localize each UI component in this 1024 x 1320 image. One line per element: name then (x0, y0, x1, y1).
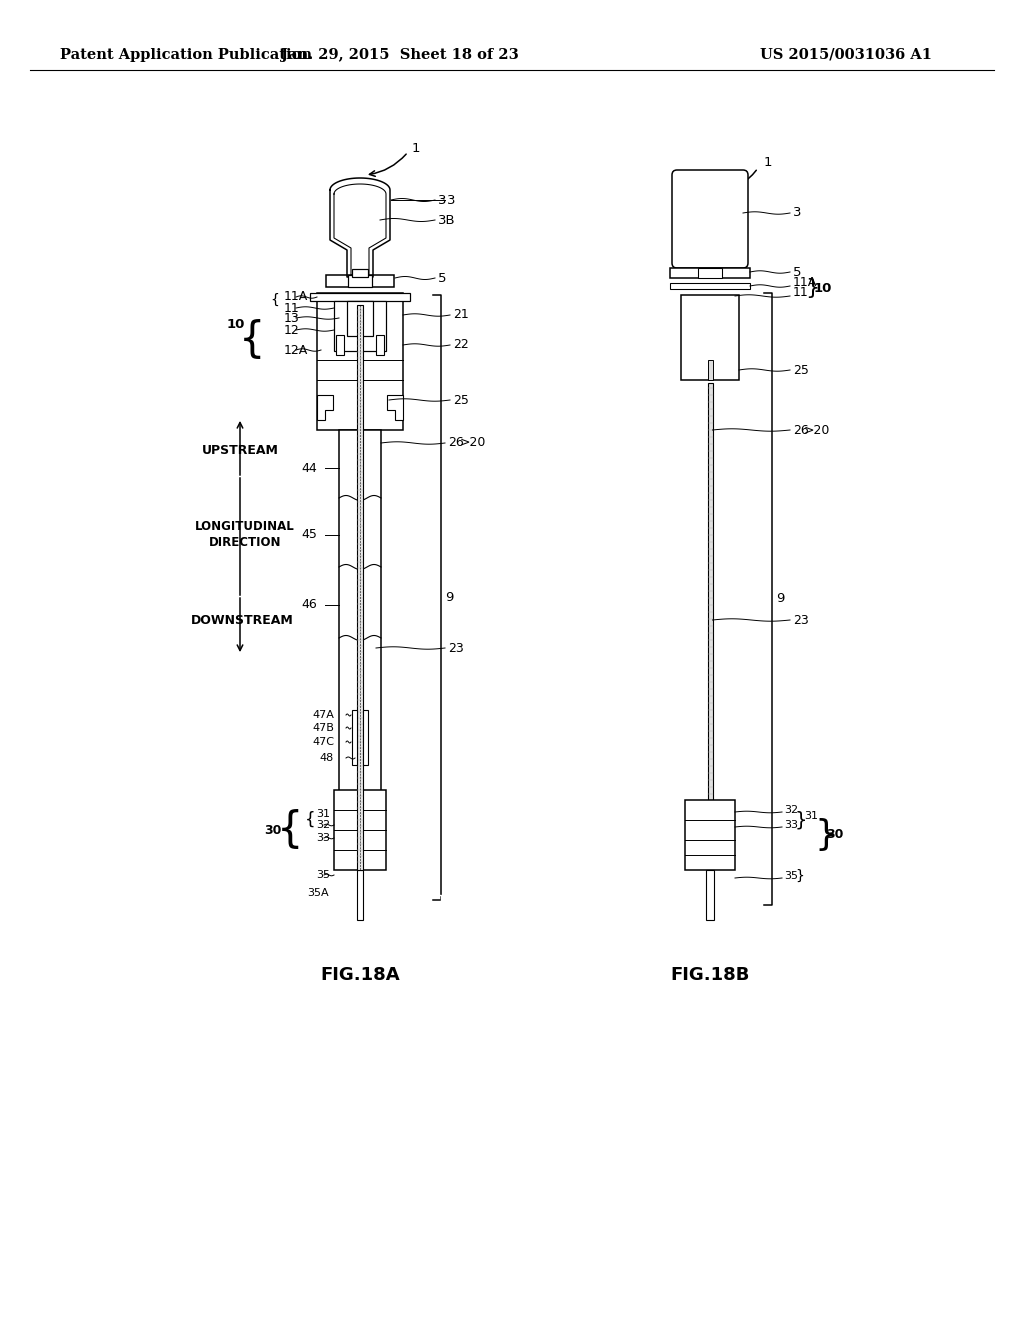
Text: 13: 13 (284, 312, 300, 325)
Text: {: { (270, 293, 280, 308)
Bar (681, 294, 739, 380)
Text: >20: >20 (460, 437, 486, 450)
Text: 26: 26 (793, 424, 809, 437)
Bar (706, 870, 714, 920)
Text: 10: 10 (226, 318, 245, 331)
Bar (685, 800, 735, 870)
Polygon shape (317, 395, 333, 420)
Bar (336, 335, 344, 355)
FancyBboxPatch shape (672, 170, 748, 268)
Text: {: { (239, 319, 265, 360)
Text: 10: 10 (814, 281, 833, 294)
Text: 30: 30 (264, 824, 282, 837)
Bar (348, 275, 372, 286)
Text: 3: 3 (447, 194, 456, 206)
Bar (352, 269, 368, 277)
Bar (317, 293, 403, 430)
Text: 5: 5 (438, 272, 446, 285)
Text: 23: 23 (793, 614, 809, 627)
Text: 21: 21 (453, 309, 469, 322)
Bar (698, 268, 722, 279)
Text: 32: 32 (316, 820, 330, 830)
Bar (310, 293, 410, 301)
Text: }: } (814, 818, 837, 851)
Text: 31: 31 (804, 810, 818, 821)
Text: 5: 5 (793, 265, 802, 279)
Text: {: { (276, 809, 303, 851)
Bar (352, 710, 357, 766)
Text: 33: 33 (784, 820, 798, 830)
Text: 11: 11 (793, 286, 809, 300)
Text: 25: 25 (793, 363, 809, 376)
Text: 3: 3 (438, 194, 446, 206)
Text: 3: 3 (793, 206, 802, 219)
Bar (376, 335, 384, 355)
Bar (670, 268, 750, 279)
Text: 45: 45 (301, 528, 317, 541)
Text: 11: 11 (284, 301, 300, 314)
Text: 22: 22 (453, 338, 469, 351)
Text: 12: 12 (284, 323, 300, 337)
Text: US 2015/0031036 A1: US 2015/0031036 A1 (760, 48, 932, 62)
Bar (334, 301, 386, 351)
Text: 1: 1 (412, 141, 421, 154)
Text: DOWNSTREAM: DOWNSTREAM (190, 614, 293, 627)
Bar (326, 275, 394, 286)
Text: }: } (805, 279, 819, 298)
Text: }: } (795, 869, 804, 883)
Bar (670, 282, 750, 289)
Text: 31: 31 (316, 809, 330, 818)
Bar (347, 301, 373, 337)
Text: Patent Application Publication: Patent Application Publication (60, 48, 312, 62)
Text: 25: 25 (453, 393, 469, 407)
Text: 35A: 35A (307, 888, 329, 898)
Text: UPSTREAM: UPSTREAM (202, 444, 279, 457)
Text: 44: 44 (301, 462, 317, 474)
Text: FIG.18B: FIG.18B (671, 966, 750, 983)
Text: }: } (795, 810, 808, 829)
Text: Jan. 29, 2015  Sheet 18 of 23: Jan. 29, 2015 Sheet 18 of 23 (282, 48, 519, 62)
Text: 30: 30 (826, 829, 844, 842)
Text: {: { (305, 810, 315, 829)
Bar (708, 383, 713, 800)
Bar (339, 430, 381, 865)
Text: 47C: 47C (312, 737, 334, 747)
Text: 9: 9 (445, 591, 454, 605)
Text: FIG.18A: FIG.18A (321, 966, 399, 983)
Text: 48: 48 (319, 752, 334, 763)
Text: 9: 9 (776, 593, 784, 606)
Text: 35: 35 (316, 870, 330, 880)
Bar (357, 870, 362, 920)
Text: 11A: 11A (793, 276, 817, 289)
Bar (362, 710, 368, 766)
Text: 33: 33 (316, 833, 330, 843)
Text: 12A: 12A (284, 343, 308, 356)
Text: 47A: 47A (312, 710, 334, 719)
Text: 1: 1 (764, 157, 772, 169)
Bar (357, 305, 362, 870)
Text: 32: 32 (784, 805, 798, 814)
Text: 47B: 47B (312, 723, 334, 733)
Bar (334, 789, 386, 870)
Text: LONGITUDINAL
DIRECTION: LONGITUDINAL DIRECTION (196, 520, 295, 549)
Polygon shape (387, 395, 403, 420)
Text: 46: 46 (301, 598, 317, 611)
Text: 3B: 3B (438, 214, 456, 227)
Text: 35: 35 (784, 871, 798, 880)
Text: 11A: 11A (284, 290, 308, 304)
Text: >20: >20 (804, 424, 830, 437)
Text: 26: 26 (449, 437, 464, 450)
Text: 23: 23 (449, 642, 464, 655)
Bar (708, 360, 713, 380)
